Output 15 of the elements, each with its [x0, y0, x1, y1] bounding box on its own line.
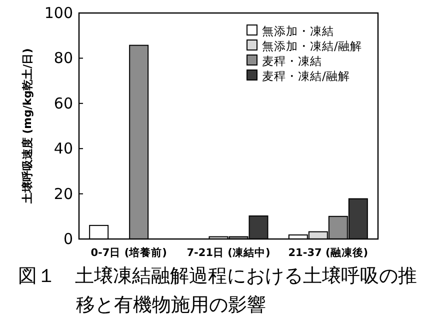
y-tick-label: 20 [54, 184, 73, 203]
x-tick-label: 0-7日 (培養前) [90, 246, 167, 259]
y-axis-title: 土壌呼吸速度 (mg/kg乾土/日) [21, 48, 34, 205]
y-tick-label: 60 [54, 94, 73, 112]
y-tick-label: 100 [44, 4, 73, 22]
x-tick-label: 21-37 (融凍後) [288, 246, 368, 259]
legend-label: 麦稈・凍結/融解 [262, 69, 350, 83]
text: 図１ 土壌凍結融解過程における土壌呼吸の推移と有機物施用の影響 [18, 264, 418, 318]
legend-label: 無添加・凍結/融解 [262, 39, 362, 53]
y-tick-label: 40 [54, 140, 73, 158]
y-tick-label: 0 [63, 230, 73, 248]
legend-label: 無添加・凍結 [262, 24, 334, 38]
y-tick-label: 80 [54, 49, 73, 68]
legend-label: 麦稈・凍結 [262, 54, 322, 68]
x-tick-label: 7-21日 (凍結中) [186, 246, 270, 259]
